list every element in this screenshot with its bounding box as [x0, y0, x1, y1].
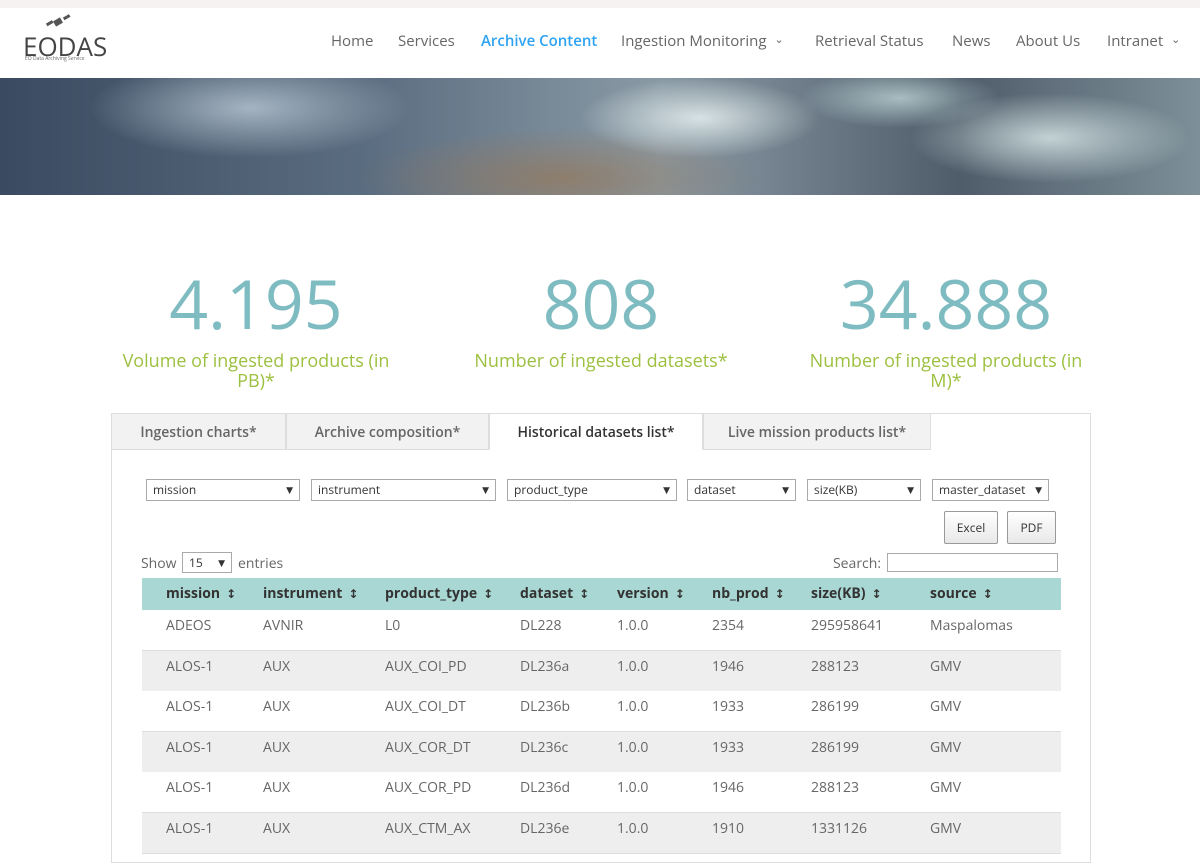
table-cell: AUX_COI_PD — [385, 656, 467, 676]
table-cell: DL228 — [520, 616, 562, 635]
column-header[interactable]: product_type — [385, 578, 493, 610]
column-header[interactable]: instrument — [263, 578, 358, 610]
filter-select[interactable]: instrument — [311, 479, 496, 501]
export-button[interactable]: PDF — [1007, 511, 1056, 544]
table-cell: GMV — [930, 778, 962, 797]
table-cell: 1.0.0 — [617, 616, 649, 635]
table-cell: DL236a — [520, 656, 570, 676]
table-cell: 1946 — [712, 778, 745, 797]
table-cell: AUX_COR_PD — [385, 778, 472, 797]
table-cell: DL236b — [520, 697, 571, 716]
nav-link[interactable]: Archive Content — [481, 31, 598, 51]
search-input[interactable] — [887, 553, 1058, 572]
table-cell: 295958641 — [811, 616, 884, 635]
table-cell: 286199 — [811, 737, 860, 757]
table-cell: AUX_CTM_AX — [385, 818, 471, 838]
table-cell: 288123 — [811, 778, 860, 797]
search-label: Search: — [833, 554, 882, 573]
table-cell: ALOS-1 — [166, 818, 214, 838]
table-cell: ALOS-1 — [166, 737, 214, 757]
table-cell: ALOS-1 — [166, 778, 214, 797]
table-cell: 1.0.0 — [617, 778, 649, 797]
filter-select[interactable]: dataset — [687, 479, 796, 501]
table-cell: 1933 — [712, 697, 745, 716]
tab[interactable]: Archive composition* — [286, 413, 489, 450]
table-cell: Maspalomas — [930, 616, 1013, 635]
table-cell: ALOS-1 — [166, 697, 214, 716]
nav-link[interactable]: Retrieval Status — [815, 31, 924, 51]
nav-link[interactable]: Ingestion Monitoring — [621, 31, 784, 51]
nav-link[interactable]: Home — [331, 31, 374, 51]
table-cell: 2354 — [712, 616, 745, 635]
stat-value: 34.888 — [839, 256, 1053, 349]
table-cell: AUX — [263, 656, 291, 676]
stat-value: 808 — [542, 256, 660, 349]
table-cell: GMV — [930, 737, 962, 757]
table-cell: 286199 — [811, 697, 860, 716]
stat-label: Volume of ingested products (in PB)* — [122, 349, 390, 393]
entries-label: entries — [238, 554, 284, 573]
show-label: Show — [141, 554, 177, 573]
table-row — [142, 731, 1061, 773]
filter-select[interactable]: size(KB) — [807, 479, 921, 501]
length-select[interactable]: 15 — [182, 552, 232, 573]
stat-value: 4.195 — [169, 256, 343, 349]
column-header[interactable]: nb_prod — [712, 578, 785, 610]
logo-subtitle: EO Data Archiving Service — [25, 56, 85, 62]
header-bar — [0, 0, 1200, 78]
table-cell: ALOS-1 — [166, 656, 214, 676]
table-cell: ADEOS — [166, 616, 212, 635]
table-cell: DL236c — [520, 737, 569, 757]
column-header[interactable]: source — [930, 578, 993, 610]
stat-label: Number of ingested products (in M)* — [809, 349, 1083, 393]
column-header[interactable]: size(KB) — [811, 578, 882, 610]
table-cell: 1.0.0 — [617, 697, 649, 716]
stat-label: Number of ingested datasets* — [474, 349, 728, 373]
table-cell: AUX — [263, 818, 291, 838]
filter-select[interactable]: mission — [146, 479, 300, 501]
table-cell: GMV — [930, 656, 962, 676]
table-cell: AVNIR — [263, 616, 304, 635]
table-cell: 1.0.0 — [617, 737, 649, 757]
table-cell: 1946 — [712, 656, 745, 676]
filter-select[interactable]: master_dataset — [932, 479, 1049, 501]
column-header[interactable]: version — [617, 578, 685, 610]
table-cell: AUX_COR_DT — [385, 737, 471, 757]
table-cell: DL236d — [520, 778, 571, 797]
nav-link[interactable]: Services — [398, 31, 455, 51]
tab[interactable]: Ingestion charts* — [111, 413, 286, 450]
column-header[interactable]: mission — [166, 578, 236, 610]
column-header[interactable]: dataset — [520, 578, 589, 610]
logo-icon — [45, 14, 71, 27]
table-cell: AUX — [263, 697, 291, 716]
nav-link[interactable]: About Us — [1016, 31, 1081, 51]
table-cell: AUX — [263, 737, 291, 757]
table-cell: 1.0.0 — [617, 818, 649, 838]
filter-select[interactable]: product_type — [507, 479, 677, 501]
table-cell: 1331126 — [811, 818, 868, 838]
hero-image — [0, 78, 1200, 195]
table-cell: 288123 — [811, 656, 860, 676]
export-button[interactable]: Excel — [944, 511, 998, 544]
table-cell: AUX — [263, 778, 291, 797]
table-cell: AUX_COI_DT — [385, 697, 466, 716]
table-cell: 1.0.0 — [617, 656, 649, 676]
logo[interactable]: EODAS — [23, 28, 108, 64]
table-cell: GMV — [930, 697, 962, 716]
nav-link[interactable]: News — [952, 31, 991, 51]
tab[interactable]: Historical datasets list* — [489, 413, 703, 450]
table-cell: GMV — [930, 818, 962, 838]
table-cell: DL236e — [520, 818, 570, 838]
table-row — [142, 812, 1061, 854]
nav-link[interactable]: Intranet — [1107, 31, 1180, 51]
tab[interactable]: Live mission products list* — [703, 413, 931, 450]
table-cell: 1933 — [712, 737, 745, 757]
table-row — [142, 610, 1061, 651]
table-cell: 1910 — [712, 818, 745, 838]
table-cell: L0 — [385, 616, 401, 635]
